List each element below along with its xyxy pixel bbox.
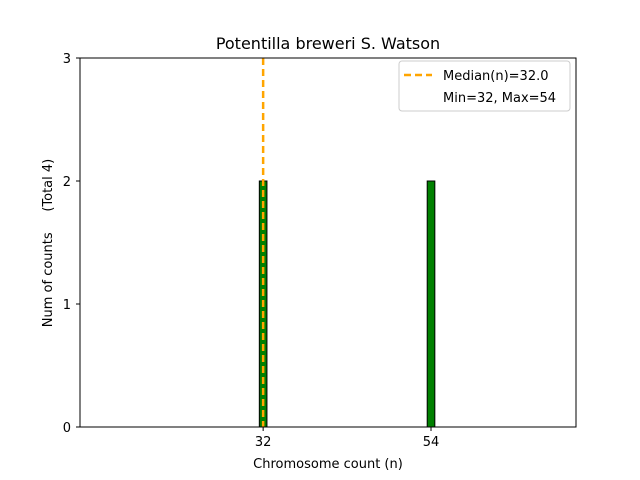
bar-54 bbox=[426, 180, 436, 428]
y-ticks: 0 1 2 3 bbox=[63, 52, 80, 436]
x-axis-label: Chromosome count (n) bbox=[253, 457, 403, 472]
y-axis-label: Num of counts (Total 4) bbox=[41, 159, 56, 327]
x-ticks: 32 54 bbox=[255, 427, 439, 450]
x-tick-label-32: 32 bbox=[255, 435, 272, 450]
legend-box bbox=[398, 60, 571, 112]
chart-title: Potentilla breweri S. Watson bbox=[216, 34, 440, 53]
x-tick-label-54: 54 bbox=[423, 435, 440, 450]
y-tick-label-2: 2 bbox=[63, 175, 71, 190]
y-tick-label-3: 3 bbox=[63, 52, 71, 67]
plot-frame bbox=[79, 57, 577, 428]
legend-minmax-label: Min=32, Max=54 bbox=[443, 91, 556, 106]
y-tick-label-1: 1 bbox=[63, 298, 71, 313]
legend: Median(n)=32.0 Min=32, Max=54 bbox=[398, 60, 571, 112]
y-tick-label-0: 0 bbox=[63, 421, 71, 436]
legend-median-label: Median(n)=32.0 bbox=[443, 69, 549, 84]
